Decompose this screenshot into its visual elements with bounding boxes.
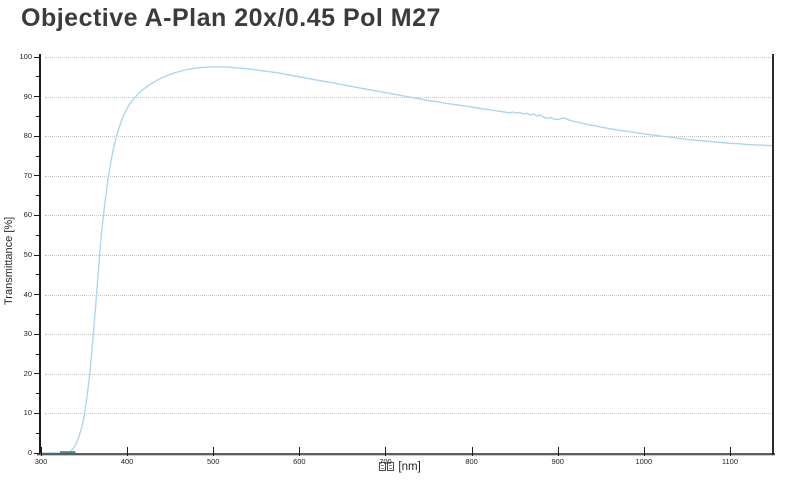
y-tick-label-90: 90 [23,91,32,101]
x-tick-1000 [643,447,645,456]
x-axis-unit: [nm] [398,461,421,473]
y-minor-tick-55 [36,234,40,236]
y-minor-tick-65 [36,195,40,197]
y-tick-40 [34,294,40,296]
plot-right-border [772,54,774,455]
y-tick-label-0: 0 [27,448,32,457]
x-tick-label-500: 500 [206,457,220,466]
x-tick-1100 [729,447,731,456]
gridline-10 [45,413,771,415]
y-minor-tick-95 [36,76,40,78]
y-tick-label-40: 40 [23,289,32,299]
y-minor-tick-15 [36,393,40,395]
x-tick-300 [41,447,42,456]
y-tick-10 [34,412,40,414]
missing-glyph-box [387,462,395,471]
y-tick-label-10: 10 [23,408,32,418]
x-tick-600 [299,447,301,456]
y-tick-label-50: 50 [23,250,32,259]
y-minor-tick-25 [36,353,40,355]
gridline-30 [45,334,771,336]
y-tick-90 [34,96,40,98]
y-tick-label-80: 80 [23,131,32,141]
x-tick-label-700: 700 [368,458,402,466]
y-tick-label-60: 60 [23,210,32,220]
y-minor-tick-75 [36,155,40,157]
x-tick-label-600: 600 [293,457,306,466]
gridline-40 [45,294,771,296]
x-tick-label-800: 800 [465,457,478,466]
x-tick-label-900: 900 [551,457,564,466]
missing-glyph-box [379,462,387,471]
x-tick-400 [127,447,129,456]
y-tick-label-100: 100 [19,52,32,61]
x-tick-label-400: 400 [120,457,134,466]
y-tick-30 [34,333,40,335]
transmittance-curve [40,66,774,454]
x-axis-title: [nm] [340,461,460,473]
gridline-50 [45,255,771,256]
curve-layer [40,66,774,454]
chart-title: Objective A-Plan 20x/0.45 Pol M27 [21,4,441,32]
x-tick-900 [557,447,559,456]
y-tick-20 [34,373,40,375]
y-minor-tick-35 [36,313,40,315]
gridline-70 [45,175,771,177]
y-tick-label-20: 20 [23,368,32,378]
y-tick-0 [34,452,40,454]
x-tick-700 [385,447,387,456]
y-tick-100 [34,56,40,58]
y-tick-50 [34,254,40,256]
y-minor-tick-85 [36,115,40,117]
y-axis-title: Transmittance [%] [3,216,15,306]
x-tick-label-1100: 1100 [721,457,738,466]
y-tick-60 [34,214,40,216]
y-tick-label-30: 30 [23,329,32,339]
gridline-100 [45,57,771,58]
y-tick-label-70: 70 [23,170,32,180]
x-tick-label-300: 300 [34,457,48,466]
x-tick-label-1000: 1000 [635,457,653,466]
y-tick-70 [34,175,40,177]
y-minor-tick-5 [36,432,40,434]
y-tick-80 [34,135,40,137]
gridline-20 [45,373,771,375]
gridline-80 [45,136,771,138]
x-axis-line [37,453,775,455]
plot-area: 0 10 20 30 40 50 60 70 80 90 100 300 400 500 600 700 80… [19,53,775,473]
x-tick-800 [471,447,473,456]
y-minor-tick-45 [36,274,40,276]
gridline-60 [45,215,771,217]
y-axis-line [39,54,41,455]
x-tick-500 [213,447,215,456]
